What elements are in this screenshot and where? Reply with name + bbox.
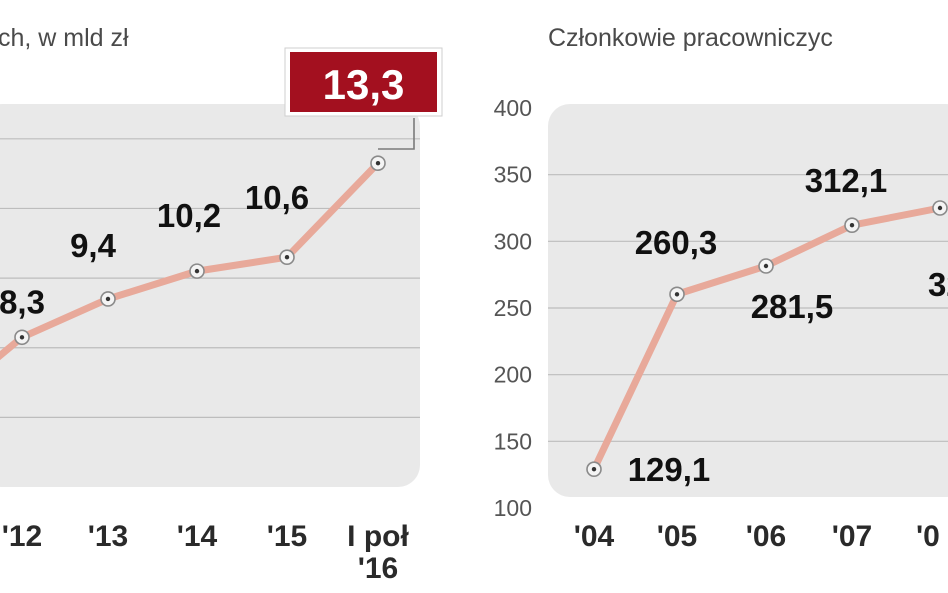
right-x-tick-0: '04 — [574, 520, 615, 553]
right-data-label-2: 281,5 — [751, 288, 834, 325]
left-x-tick-0: '12 — [2, 520, 43, 553]
right-x-tick-3: '07 — [832, 520, 873, 553]
right-point-4 — [932, 200, 948, 216]
right-y-tick-1: 150 — [494, 428, 532, 454]
right-point-1-dot — [674, 292, 680, 297]
left-x-tick-3: '15 — [267, 520, 308, 553]
left-chart-panel — [0, 104, 420, 487]
right-x-tick-2: '06 — [746, 520, 787, 553]
right-point-0-dot — [591, 467, 597, 472]
right-point-2 — [758, 258, 774, 274]
left-x-tick-4-1: '16 — [358, 552, 399, 585]
right-y-tick-0: 100 — [494, 495, 532, 521]
left-chart-title: ch, w mld zł — [0, 24, 129, 52]
left-chart: ch, w mld zł 8,3 9,4 10,2 10,6 '12 '13 '14 '15… — [0, 24, 443, 585]
right-y-tick-5: 350 — [494, 162, 532, 188]
right-chart: Członkowie pracowniczyc 100 150 200 250 300 3… — [494, 24, 948, 553]
left-point-4 — [370, 155, 386, 171]
left-point-1-dot — [105, 296, 111, 302]
left-series-line — [0, 159, 382, 361]
callout-box — [290, 52, 437, 112]
right-chart-grid — [548, 174, 948, 442]
right-y-tick-2: 200 — [494, 362, 532, 388]
right-point-0 — [586, 461, 602, 478]
left-point-1 — [100, 291, 116, 307]
right-chart-panel — [548, 104, 948, 497]
left-data-label-3: 10,6 — [245, 179, 309, 216]
left-x-tick-2: '14 — [177, 520, 218, 553]
right-data-label-4: 325 — [928, 266, 948, 303]
right-y-tick-4: 300 — [494, 228, 532, 254]
right-point-3 — [844, 217, 860, 233]
left-data-label-2: 10,2 — [157, 197, 221, 234]
left-point-3-dot — [284, 255, 290, 260]
left-x-tick-1: '13 — [88, 520, 129, 553]
right-point-1 — [669, 286, 685, 303]
right-data-label-1: 260,3 — [635, 224, 718, 261]
callout-leader — [378, 118, 415, 150]
left-data-label-1: 9,4 — [70, 227, 117, 264]
left-point-0 — [14, 329, 30, 346]
left-callout: 13,3 — [284, 47, 443, 150]
left-point-0-dot — [19, 335, 25, 340]
left-point-2-dot — [194, 268, 200, 274]
right-chart-title: Członkowie pracowniczyc — [548, 24, 833, 52]
left-point-2 — [189, 263, 205, 279]
callout-value: 13,3 — [323, 61, 405, 108]
right-y-tick-3: 250 — [494, 295, 532, 321]
right-point-3-dot — [849, 223, 855, 228]
right-data-label-0: 129,1 — [628, 451, 711, 488]
left-data-label-0: 8,3 — [0, 283, 45, 320]
right-x-tick-1: '05 — [657, 520, 698, 553]
left-x-tick-4-0: I poł — [347, 520, 409, 553]
right-point-2-dot — [763, 263, 769, 269]
left-point-4-dot — [375, 160, 381, 166]
right-x-tick-4: '0 — [916, 520, 940, 553]
left-point-3 — [279, 249, 295, 266]
right-point-4-dot — [937, 205, 943, 211]
right-data-label-3: 312,1 — [805, 162, 888, 199]
right-y-tick-6: 400 — [494, 95, 532, 121]
